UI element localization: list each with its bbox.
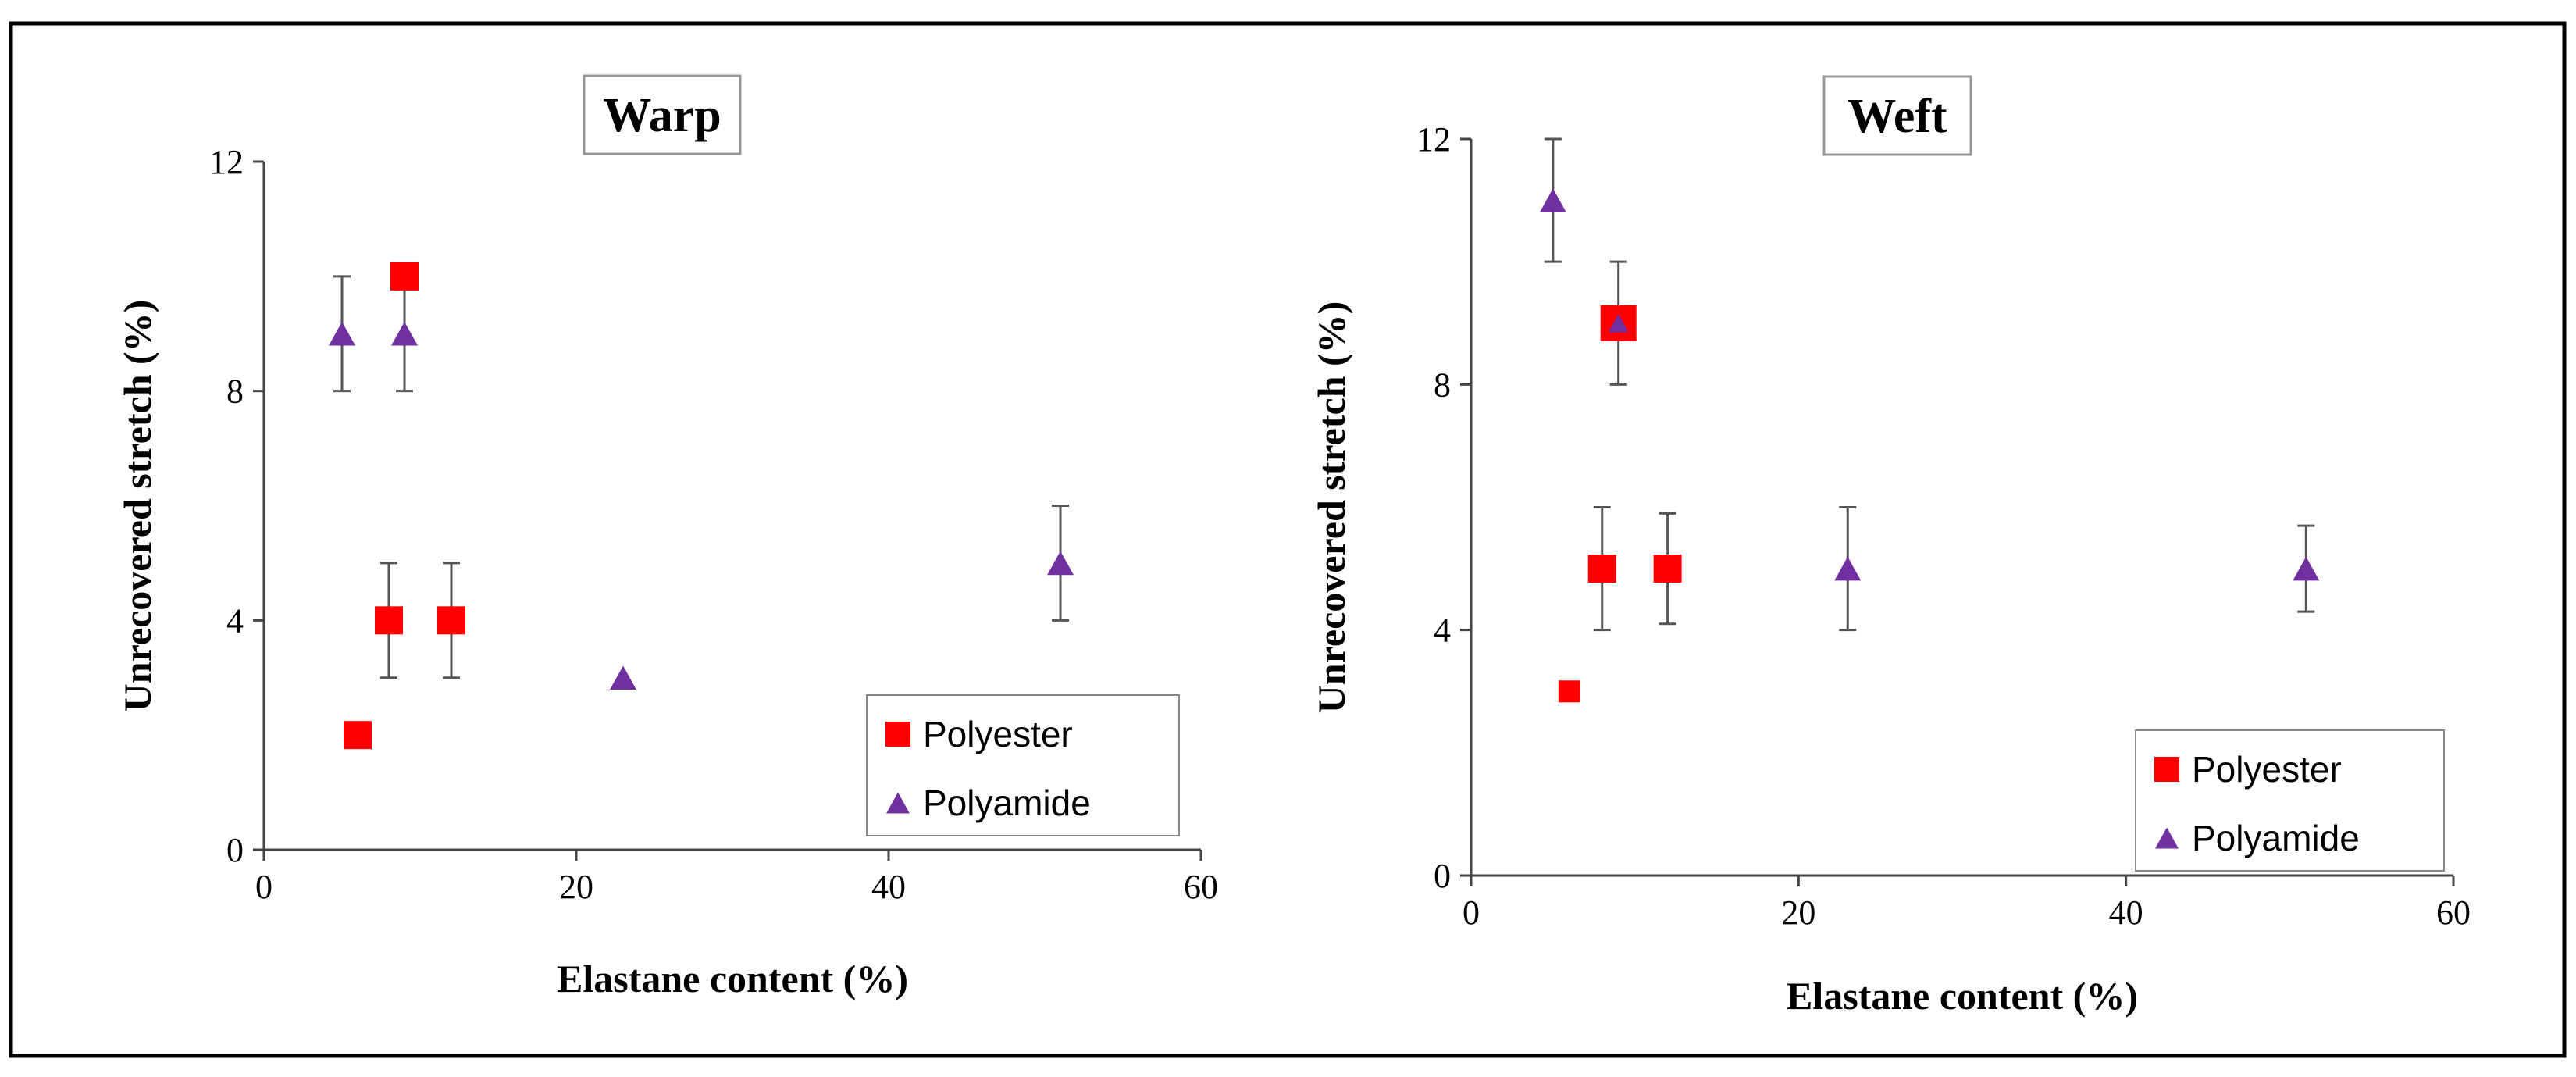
weft-chart: 0 4 8 12 0 20 40 60 Elastane content (%) Unrecove… [1309, 75, 2471, 1018]
polyester-point [1653, 555, 1682, 583]
legend-box [2135, 729, 2445, 872]
y-tick-label: 12 [209, 143, 244, 181]
legend-label-polyamide: Polyamide [2192, 818, 2360, 858]
chart-title: Weft [1847, 90, 1947, 143]
polyamide-point [610, 665, 636, 690]
x-tick-label: 0 [1463, 893, 1480, 932]
chart-title-box [1822, 75, 1972, 156]
x-tick-label: 40 [871, 868, 906, 906]
x-tick-label: 20 [559, 868, 593, 906]
polyamide-point [1539, 188, 1566, 212]
y-tick-label: 0 [1434, 857, 1451, 895]
polyester-point [390, 262, 419, 291]
legend-label-polyester: Polyester [2192, 749, 2342, 790]
y-tick-label: 0 [226, 831, 244, 869]
polyester-point [375, 606, 403, 635]
warp-chart: 0 4 8 12 0 20 40 60 Elastane content (%) Unrecove… [116, 74, 1218, 1000]
polyamide-point [1047, 551, 1074, 576]
legend-marker-polyamide [2155, 827, 2179, 849]
figure-border [9, 21, 2567, 1058]
polyamide-point [2293, 556, 2320, 581]
polyamide-point [1608, 314, 1629, 333]
x-tick-label: 60 [1184, 868, 1218, 906]
y-tick-label: 12 [1416, 120, 1451, 159]
legend-label-polyamide: Polyamide [923, 783, 1091, 823]
legend-marker-polyester [2154, 757, 2179, 782]
polyester-point [1587, 555, 1616, 583]
polyamide-point [1834, 556, 1862, 581]
x-tick-label: 20 [1781, 893, 1815, 932]
chart-title-box [583, 74, 742, 155]
y-tick-label: 8 [226, 373, 244, 411]
y-axis-title: Unrecovered stretch (%) [1309, 301, 1353, 714]
legend-marker-polyamide [886, 792, 910, 814]
x-tick-label: 60 [2436, 893, 2471, 932]
y-axis-title: Unrecovered stretch (%) [116, 300, 159, 712]
legend-marker-polyester [885, 722, 910, 747]
y-tick-label: 4 [1434, 612, 1451, 650]
polyamide-point [329, 321, 355, 346]
y-tick-label: 8 [1434, 366, 1451, 404]
polyamide-point [391, 321, 418, 346]
x-tick-label: 0 [255, 868, 273, 906]
x-axis-title: Elastane content (%) [1787, 974, 2138, 1018]
y-tick-label: 4 [226, 601, 244, 640]
legend-box [866, 694, 1180, 836]
x-axis-title: Elastane content (%) [557, 957, 908, 1000]
polyester-point [344, 721, 372, 750]
polyester-point [1558, 680, 1580, 703]
polyester-point [437, 606, 465, 635]
legend-label-polyester: Polyester [923, 714, 1073, 754]
x-tick-label: 40 [2109, 893, 2143, 932]
chart-title: Warp [603, 89, 721, 142]
